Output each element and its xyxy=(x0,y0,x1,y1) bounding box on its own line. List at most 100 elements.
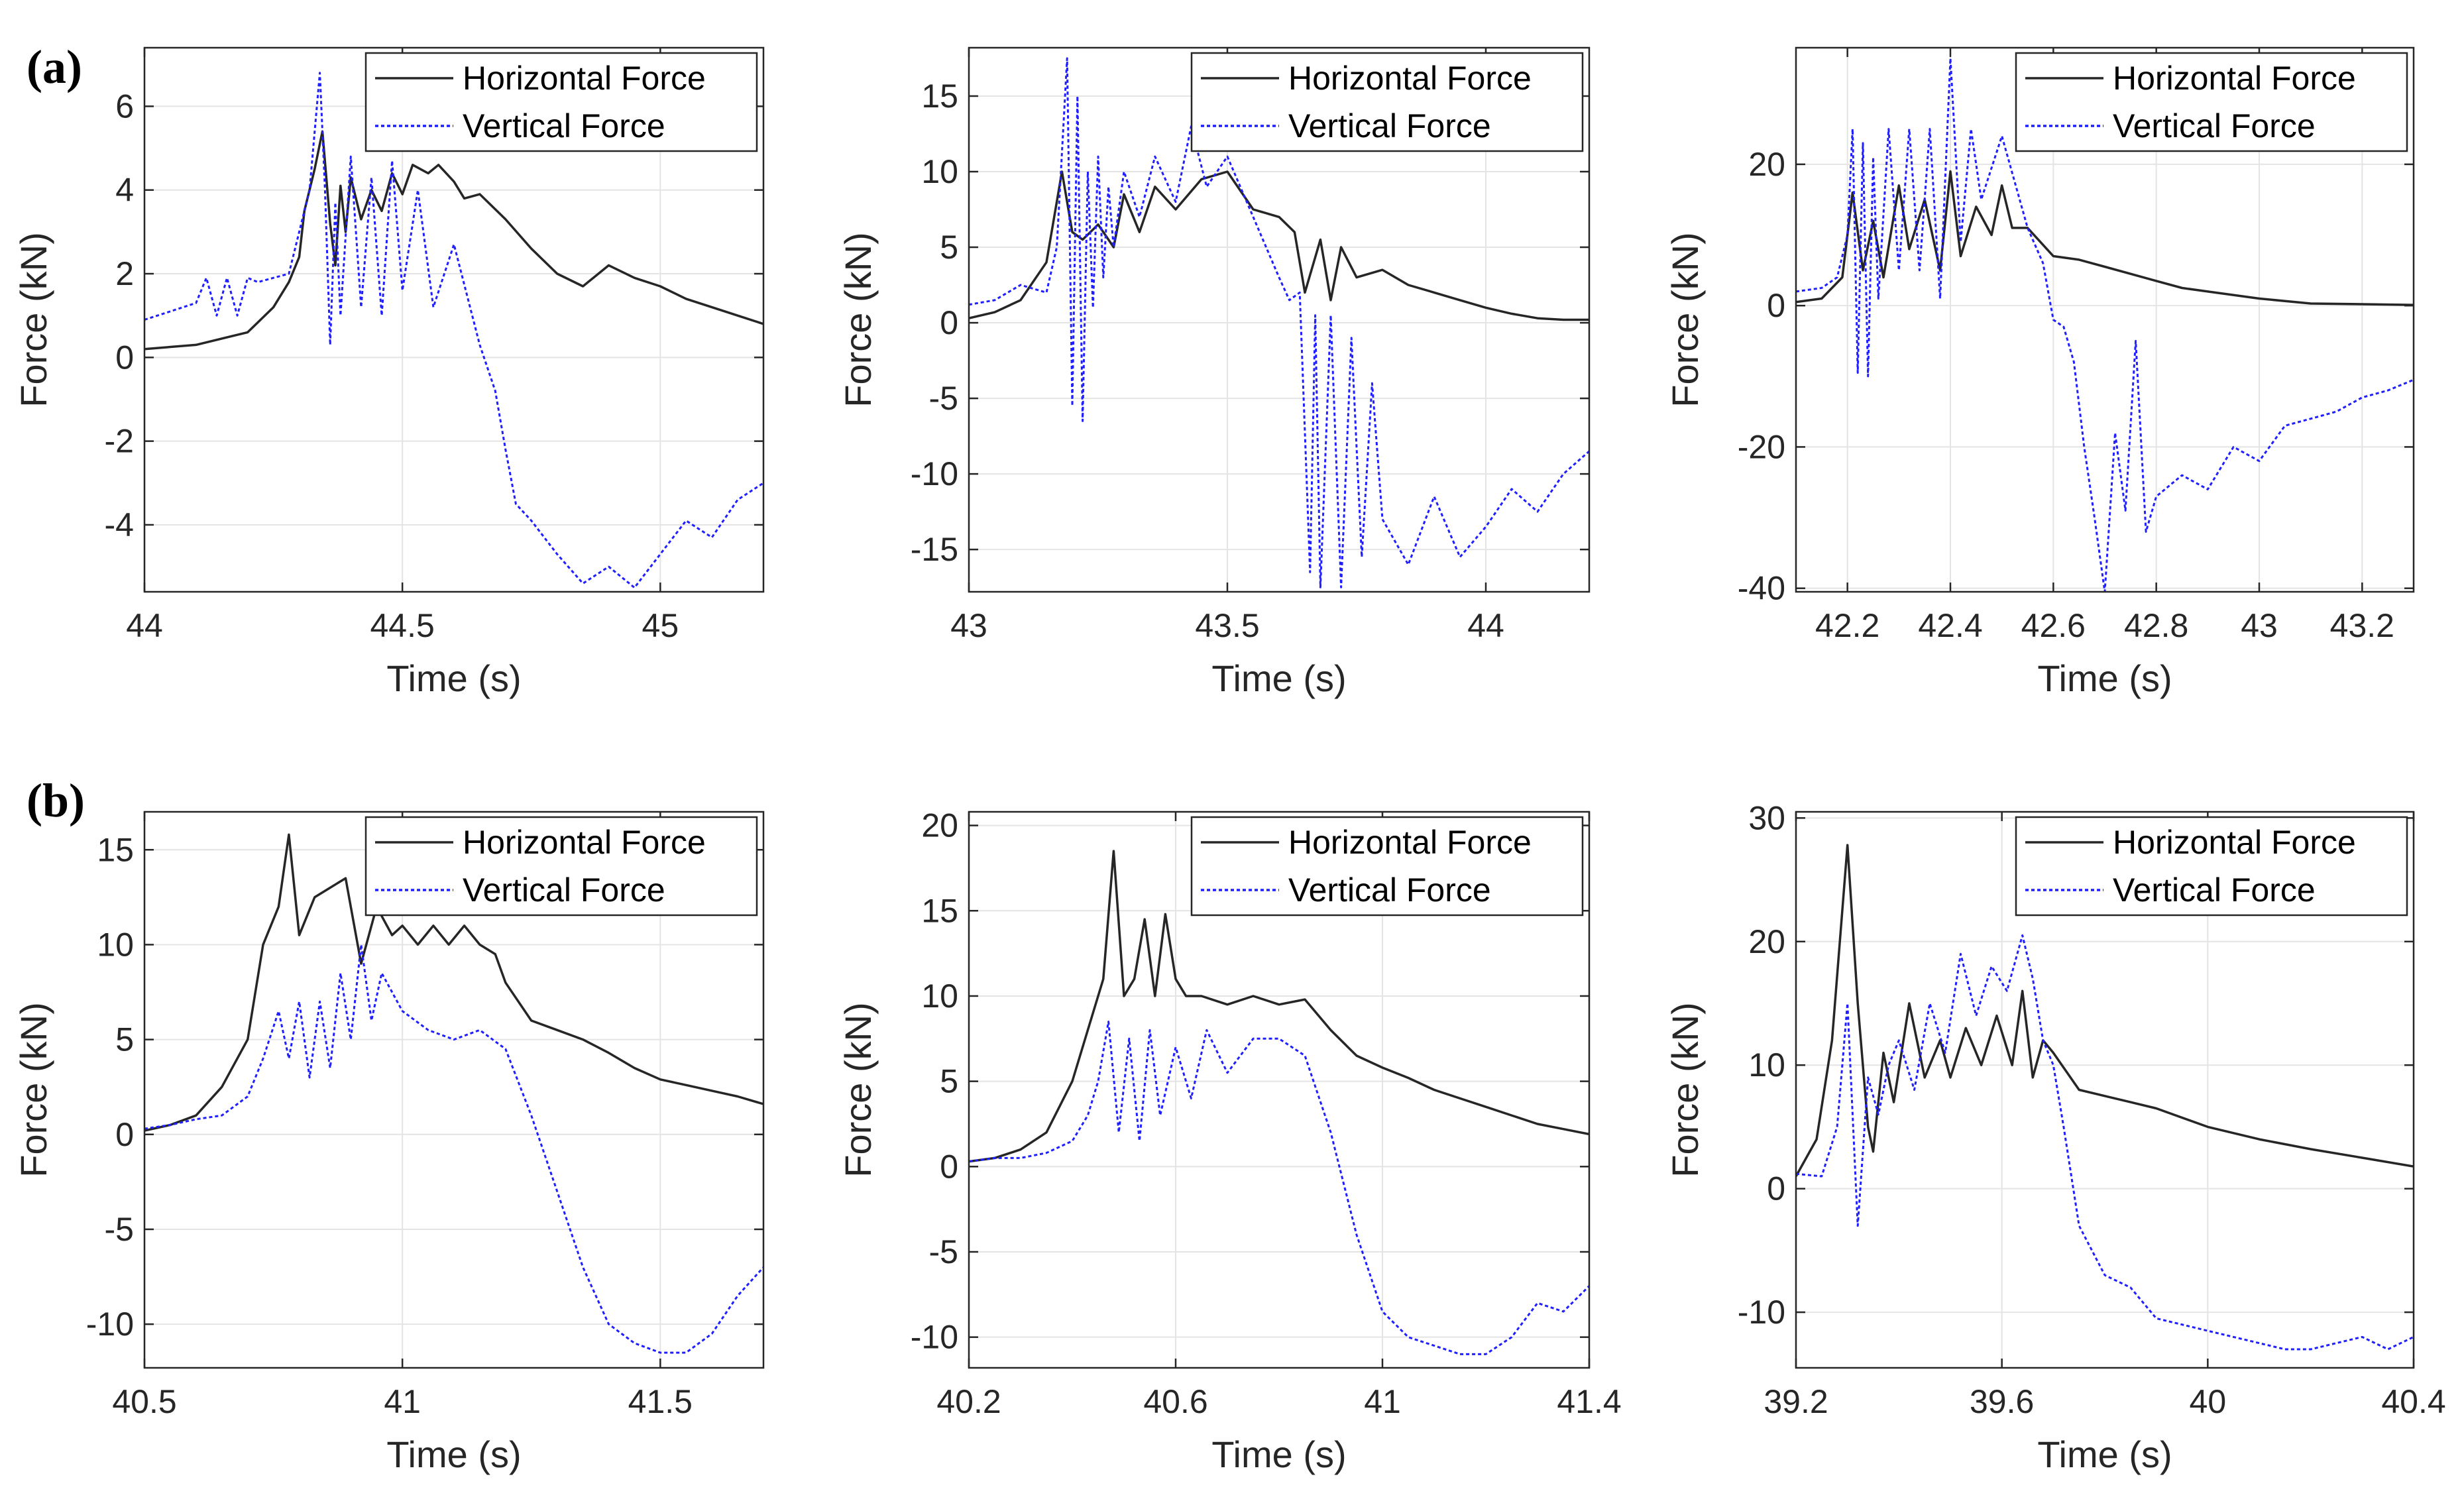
x-tick-label: 43.2 xyxy=(2330,607,2394,644)
y-tick-label: 0 xyxy=(940,304,958,341)
legend-vertical-label: Vertical Force xyxy=(2113,107,2316,144)
chart-panel-2: 42.2 42.4 42.6 42.8 43 43.2 -40 -20 0 20 Time (s) F… xyxy=(1664,46,2415,699)
row-label-a: (a) xyxy=(27,40,82,93)
x-tick-label: 40 xyxy=(2190,1383,2227,1420)
vertical-force-line xyxy=(969,1021,1589,1355)
x-tick-label: 40.4 xyxy=(2381,1383,2445,1420)
y-tick-label: 5 xyxy=(940,229,958,266)
x-tick-label: 43.5 xyxy=(1195,607,1259,644)
horizontal-force-line xyxy=(969,850,1589,1163)
y-tick-label: -10 xyxy=(911,1319,958,1356)
axes-box xyxy=(143,810,765,1369)
y-tick-label: -15 xyxy=(911,531,958,568)
y-tick-label: 0 xyxy=(115,1116,134,1153)
legend-horizontal-label: Horizontal Force xyxy=(2113,60,2356,97)
y-tick-label: -5 xyxy=(105,1211,134,1248)
x-tick-label: 44 xyxy=(126,607,163,644)
row-label-b: (b) xyxy=(27,774,85,827)
horizontal-force-line xyxy=(969,170,1589,321)
legend-box xyxy=(1190,816,1584,917)
chart-panel-1: 43 43.5 44 -15 -10 -5 0 5 10 15 Time (s) Force (kN)… xyxy=(837,46,1591,699)
y-tick-label: 6 xyxy=(115,87,134,125)
vertical-force-line xyxy=(1796,934,2414,1351)
y-tick-label: -5 xyxy=(929,1233,958,1270)
axes-box xyxy=(968,810,1591,1369)
x-tick-label: 45 xyxy=(642,607,679,644)
legend-horizontal-label: Horizontal Force xyxy=(1288,60,1532,97)
y-tick-label: 15 xyxy=(97,831,134,868)
legend-box xyxy=(1190,52,1584,152)
horizontal-force-line xyxy=(1796,170,2414,306)
chart-panel-3: 40.5 41 41.5 -10 -5 0 5 10 15 Time (s) Force (kN) H… xyxy=(13,810,765,1475)
chart-panel-4: 40.2 40.6 41 41.4 -10 -5 0 5 10 15 20 Time (s) Force… xyxy=(837,807,1622,1475)
axes-box xyxy=(1795,810,2415,1369)
y-tick-label: 5 xyxy=(115,1021,134,1058)
x-tick-label: 40.2 xyxy=(936,1383,1001,1420)
y-axis-label: Force (kN) xyxy=(837,1002,879,1177)
vertical-force-line xyxy=(969,57,1589,588)
y-tick-label: 0 xyxy=(1767,1170,1785,1207)
y-tick-label: 10 xyxy=(921,977,958,1015)
x-tick-label: 41 xyxy=(384,1383,421,1420)
x-tick-label: 41.4 xyxy=(1557,1383,1621,1420)
x-tick-label: 39.2 xyxy=(1764,1383,1828,1420)
horizontal-force-line xyxy=(144,833,763,1132)
legend-box xyxy=(2015,816,2408,917)
y-tick-label: 20 xyxy=(1748,146,1785,183)
legend-horizontal-label: Horizontal Force xyxy=(463,60,706,97)
y-tick-label: -10 xyxy=(86,1306,134,1343)
vertical-force-line xyxy=(1796,57,2414,592)
y-axis-label: Force (kN) xyxy=(1664,1002,1706,1177)
x-tick-label: 44.5 xyxy=(370,607,435,644)
x-axis-label: Time (s) xyxy=(2037,1433,2172,1475)
legend: Horizontal Force Vertical Force xyxy=(1190,52,1584,152)
horizontal-force-line xyxy=(144,130,763,351)
x-tick-label: 41.5 xyxy=(628,1383,693,1420)
legend-vertical-label: Vertical Force xyxy=(1288,871,1491,909)
y-tick-label: 0 xyxy=(115,339,134,376)
x-tick-label: 40.6 xyxy=(1143,1383,1207,1420)
x-tick-label: 42.6 xyxy=(2021,607,2086,644)
y-tick-label: -5 xyxy=(929,380,958,417)
x-tick-label: 39.6 xyxy=(1970,1383,2034,1420)
chart-panel-5: 39.2 39.6 40 40.4 -10 0 10 20 30 Time (s) Force (k… xyxy=(1664,799,2446,1475)
legend: Horizontal Force Vertical Force xyxy=(364,816,758,917)
x-tick-label: 44 xyxy=(1467,607,1504,644)
axes-box xyxy=(1795,46,2415,593)
x-tick-label: 42.2 xyxy=(1815,607,1879,644)
y-tick-label: 15 xyxy=(921,78,958,115)
y-tick-label: 20 xyxy=(1748,923,1785,960)
y-tick-label: 15 xyxy=(921,892,958,929)
x-tick-label: 41 xyxy=(1364,1383,1401,1420)
x-axis-label: Time (s) xyxy=(2037,657,2172,699)
y-tick-label: 0 xyxy=(1767,287,1785,324)
legend-box xyxy=(364,52,758,152)
legend-vertical-label: Vertical Force xyxy=(1288,107,1491,144)
legend-vertical-label: Vertical Force xyxy=(463,107,665,144)
x-axis-label: Time (s) xyxy=(1211,1433,1346,1475)
x-tick-label: 43 xyxy=(2241,607,2278,644)
legend-vertical-label: Vertical Force xyxy=(2113,871,2316,909)
y-tick-label: 2 xyxy=(115,255,134,292)
legend-horizontal-label: Horizontal Force xyxy=(2113,824,2356,861)
y-tick-label: 10 xyxy=(1748,1046,1785,1084)
y-tick-label: 10 xyxy=(97,926,134,963)
y-axis-label: Force (kN) xyxy=(837,232,879,407)
x-tick-label: 42.8 xyxy=(2124,607,2188,644)
y-tick-label: -10 xyxy=(911,455,958,492)
y-axis-label: Force (kN) xyxy=(13,232,54,407)
y-tick-label: 5 xyxy=(940,1063,958,1100)
axes-box xyxy=(143,46,765,593)
legend-horizontal-label: Horizontal Force xyxy=(1288,824,1532,861)
y-tick-label: 20 xyxy=(921,807,958,844)
legend-vertical-label: Vertical Force xyxy=(463,871,665,909)
x-tick-label: 43 xyxy=(950,607,987,644)
chart-panel-0: 44 44.5 45 -4 -2 0 2 4 6 Time (s) Force (kN) Horizo… xyxy=(13,46,765,699)
legend-horizontal-label: Horizontal Force xyxy=(463,824,706,861)
y-tick-label: -2 xyxy=(105,423,134,460)
y-tick-label: 10 xyxy=(921,153,958,190)
y-tick-label: -10 xyxy=(1738,1294,1785,1331)
x-tick-label: 42.4 xyxy=(1918,607,1982,644)
